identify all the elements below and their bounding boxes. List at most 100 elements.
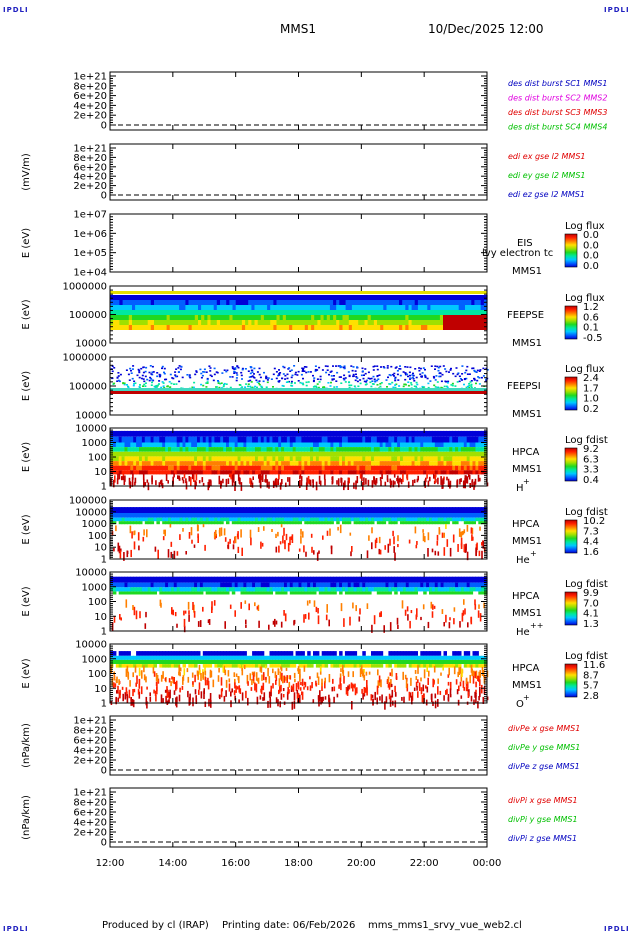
corner-label-top-right: IPDLI xyxy=(604,6,630,14)
frame-divpe xyxy=(109,715,488,776)
colorbar-value-feepsi: 2.4 xyxy=(583,373,599,384)
legend-entry-edi: edi ey gse l2 MMS1 xyxy=(508,171,586,180)
panel-hpca-o: 10000 1000 100 10 1 E (eV) HPCA MMS1 O+ Log fdist… xyxy=(21,640,608,711)
ytick-label-hpca-h: 10000 xyxy=(75,424,107,435)
colorbar-value-hpca-h: 0.4 xyxy=(583,475,599,486)
instrument-label-hpca-h: HPCA xyxy=(512,447,540,458)
charge-label-hpca-he: + xyxy=(530,549,537,558)
frame-divpi xyxy=(109,787,488,848)
ytick-label-divpi: 2e+20 xyxy=(73,828,107,839)
colorbar-value-eis: 0.0 xyxy=(583,261,599,272)
legend-entry-divpe: divPe z gse MMS1 xyxy=(508,762,580,771)
ytick-label-divpe: 1e+21 xyxy=(73,716,107,727)
ylabel-divpi: (nPa/km) xyxy=(21,795,32,840)
panel-feepsi: 1000000 100000 10000 E (eV) FEEPSI MMS1 Log fl… xyxy=(21,353,605,422)
colorbar-label-hpca-he: Log fdist xyxy=(565,507,608,518)
charge-label-hpca-hepp: ++ xyxy=(530,621,543,630)
colorbar-value-feepsi: 1.7 xyxy=(583,383,599,394)
ytick-label-divpe: 2e+20 xyxy=(73,756,107,767)
xtick-label: 00:00 xyxy=(473,858,502,869)
colorbar-label-feepsi: Log flux xyxy=(565,364,605,375)
ytick-label-eis: 1e+06 xyxy=(73,229,107,240)
colorbar-value-hpca-o: 8.7 xyxy=(583,670,599,681)
instrument-label-feepse: FEEPSE xyxy=(507,310,544,321)
colorbar-value-feepse: -0.5 xyxy=(583,333,603,344)
ytick-label-feepse: 1000000 xyxy=(62,282,107,293)
panel-hpca-h: 10000 1000 100 10 1 E (eV) HPCA MMS1 H+ Log fdist… xyxy=(21,424,608,495)
colorbar-value-hpca-hepp: 7.0 xyxy=(583,598,599,609)
legend-entry-edi: edi ez gse l2 MMS1 xyxy=(508,190,585,199)
legend-entry-divpi: divPi x gse MMS1 xyxy=(508,796,578,805)
ytick-label-hpca-o: 1 xyxy=(101,699,107,710)
ytick-label-eis: 1e+05 xyxy=(73,248,107,259)
ytick-label-hpca-o: 1000 xyxy=(82,654,107,665)
colorbar-value-hpca-he: 10.2 xyxy=(583,516,605,527)
ytick-label-hpca-hepp: 100 xyxy=(88,597,107,608)
colorbar-value-eis: 0.0 xyxy=(583,251,599,262)
colorbar-feepsi xyxy=(564,376,578,411)
ytick-label-hpca-o: 10000 xyxy=(75,640,107,651)
colorbar-value-hpca-he: 1.6 xyxy=(583,547,599,558)
ytick-label-edi: 2e+20 xyxy=(73,181,107,192)
xtick-label: 22:00 xyxy=(410,858,439,869)
footer-printing-date: Printing date: 06/Feb/2026 xyxy=(222,920,356,931)
ytick-label-des-dist: 8e+20 xyxy=(73,81,107,92)
ytick-label-feepsi: 1000000 xyxy=(62,353,107,364)
colorbar-value-eis: 0.0 xyxy=(583,230,599,241)
sc-label-hpca-he: MMS1 xyxy=(512,536,542,547)
ytick-label-feepse: 100000 xyxy=(69,310,107,321)
ytick-label-eis: 1e+04 xyxy=(73,268,107,279)
legend-entry-divpe: divPe x gse MMS1 xyxy=(508,724,580,733)
colorbar-value-hpca-h: 3.3 xyxy=(583,465,599,476)
charge-label-hpca-o: + xyxy=(523,693,530,702)
ylabel-feepse: E (eV) xyxy=(21,299,32,329)
frame-des-dist xyxy=(109,71,488,131)
species-label-hpca-h: H xyxy=(516,483,524,494)
instrument-label-eis: EIS xyxy=(517,238,533,249)
heatmap-hpca-he xyxy=(110,507,488,561)
ytick-label-edi: 1e+21 xyxy=(73,144,107,155)
colorbar-value-hpca-o: 5.7 xyxy=(583,681,599,692)
colorbar-label-eis: Log flux xyxy=(565,221,605,232)
ylabel-hpca-he: E (eV) xyxy=(21,514,32,544)
ytick-label-eis: 1e+07 xyxy=(73,210,107,221)
ytick-label-des-dist: 4e+20 xyxy=(73,101,107,112)
xtick-label: 14:00 xyxy=(158,858,187,869)
ytick-label-hpca-h: 100 xyxy=(88,453,107,464)
colorbar-value-feepsi: 0.2 xyxy=(583,404,599,415)
panel-feepse: 1000000 100000 10000 E (eV) FEEPSE MMS1 Log fl… xyxy=(21,282,605,350)
species-label-hpca-he: He xyxy=(516,555,530,566)
colorbar-label-feepse: Log flux xyxy=(565,293,605,304)
ytick-label-hpca-h: 1000 xyxy=(82,438,107,449)
frame-edi xyxy=(109,143,488,201)
corner-label-bottom-left: IPDLI xyxy=(3,925,29,933)
ytick-label-feepse: 10000 xyxy=(75,339,107,350)
ytick-label-hpca-he: 100000 xyxy=(69,496,107,507)
legend-entry-divpe: divPe y gse MMS1 xyxy=(508,743,580,752)
colorbar-value-feepsi: 1.0 xyxy=(583,394,599,405)
ytick-label-feepsi: 100000 xyxy=(69,382,107,393)
ytick-label-divpe: 0 xyxy=(101,766,107,777)
colorbar-hpca-h xyxy=(564,447,578,482)
xtick-label: 12:00 xyxy=(96,858,125,869)
colorbar-feepse xyxy=(564,305,578,340)
ytick-label-divpi: 4e+20 xyxy=(73,818,107,829)
ytick-label-hpca-he: 10000 xyxy=(75,507,107,518)
colorbar-hpca-he xyxy=(564,519,578,554)
sc-label-hpca-h: MMS1 xyxy=(512,464,542,475)
ytick-label-divpe: 4e+20 xyxy=(73,746,107,757)
legend-entry-des-dist: des dist burst SC3 MMS3 xyxy=(508,108,607,117)
instrument-label-hpca-he: HPCA xyxy=(512,519,540,530)
legend-entry-divpi: divPi z gse MMS1 xyxy=(508,834,577,843)
ytick-label-hpca-h: 10 xyxy=(94,467,107,478)
ytick-label-edi: 8e+20 xyxy=(73,153,107,164)
ytick-label-edi: 4e+20 xyxy=(73,172,107,183)
charge-label-hpca-h: + xyxy=(523,477,530,486)
corner-label-bottom-right: IPDLI xyxy=(604,925,630,933)
sc-label-feepse: MMS1 xyxy=(512,338,542,349)
ylabel-eis: E (eV) xyxy=(21,228,32,258)
ytick-label-hpca-he: 1000 xyxy=(82,519,107,530)
corner-label-top-left: IPDLI xyxy=(3,6,29,14)
